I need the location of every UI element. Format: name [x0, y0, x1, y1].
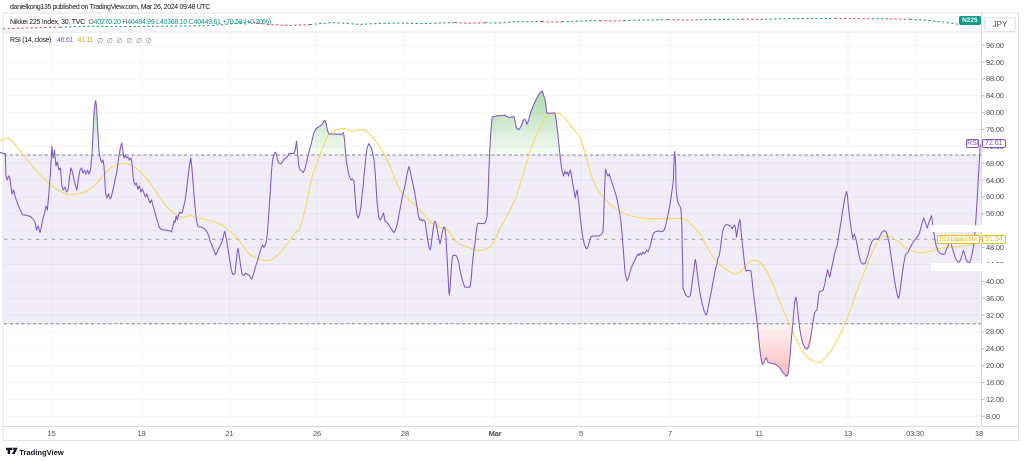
svg-text:TradingView: TradingView — [19, 448, 64, 457]
